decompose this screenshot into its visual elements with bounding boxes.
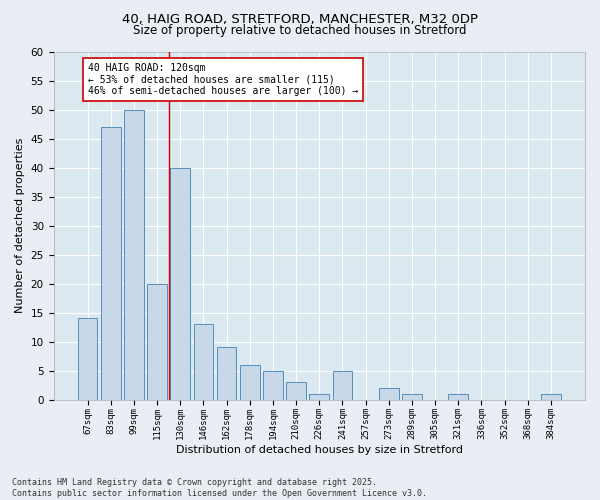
- Bar: [332, 370, 352, 400]
- Bar: [379, 388, 398, 400]
- Bar: [77, 318, 97, 400]
- Bar: [147, 284, 167, 400]
- Text: 40, HAIG ROAD, STRETFORD, MANCHESTER, M32 0DP: 40, HAIG ROAD, STRETFORD, MANCHESTER, M3…: [122, 12, 478, 26]
- Text: 40 HAIG ROAD: 120sqm
← 53% of detached houses are smaller (115)
46% of semi-deta: 40 HAIG ROAD: 120sqm ← 53% of detached h…: [88, 63, 358, 96]
- Bar: [194, 324, 213, 400]
- Text: Size of property relative to detached houses in Stretford: Size of property relative to detached ho…: [133, 24, 467, 37]
- Bar: [448, 394, 468, 400]
- Bar: [240, 365, 260, 400]
- Text: Contains HM Land Registry data © Crown copyright and database right 2025.
Contai: Contains HM Land Registry data © Crown c…: [12, 478, 427, 498]
- Bar: [124, 110, 144, 400]
- Bar: [402, 394, 422, 400]
- Bar: [541, 394, 561, 400]
- Bar: [217, 348, 236, 400]
- Bar: [286, 382, 306, 400]
- X-axis label: Distribution of detached houses by size in Stretford: Distribution of detached houses by size …: [176, 445, 463, 455]
- Y-axis label: Number of detached properties: Number of detached properties: [15, 138, 25, 313]
- Bar: [310, 394, 329, 400]
- Bar: [101, 127, 121, 400]
- Bar: [263, 370, 283, 400]
- Bar: [170, 168, 190, 400]
